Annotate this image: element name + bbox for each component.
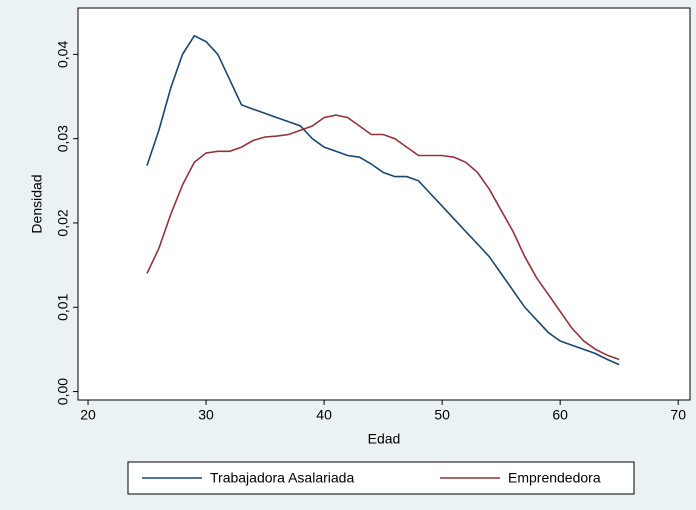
legend-label: Emprendedora	[508, 470, 601, 486]
x-tick-label: 50	[434, 407, 450, 423]
x-tick-label: 70	[670, 407, 686, 423]
y-axis-title: Densidad	[29, 174, 45, 233]
y-tick-label: 0,00	[55, 378, 71, 405]
x-tick-label: 30	[198, 407, 214, 423]
y-tick-label: 0,04	[55, 41, 71, 68]
x-tick-label: 20	[80, 407, 96, 423]
x-tick-label: 40	[316, 407, 332, 423]
line-series	[146, 114, 620, 361]
y-tick-label: 0,01	[55, 293, 71, 320]
legend	[127, 461, 635, 495]
x-axis-title: Edad	[368, 431, 401, 447]
legend-label: Trabajadora Asalariada	[210, 470, 354, 486]
y-tick-label: 0,02	[55, 209, 71, 236]
y-tick-label: 0,03	[55, 125, 71, 152]
plot-area	[77, 7, 691, 401]
line-series	[146, 34, 620, 366]
x-tick-label: 60	[552, 407, 568, 423]
